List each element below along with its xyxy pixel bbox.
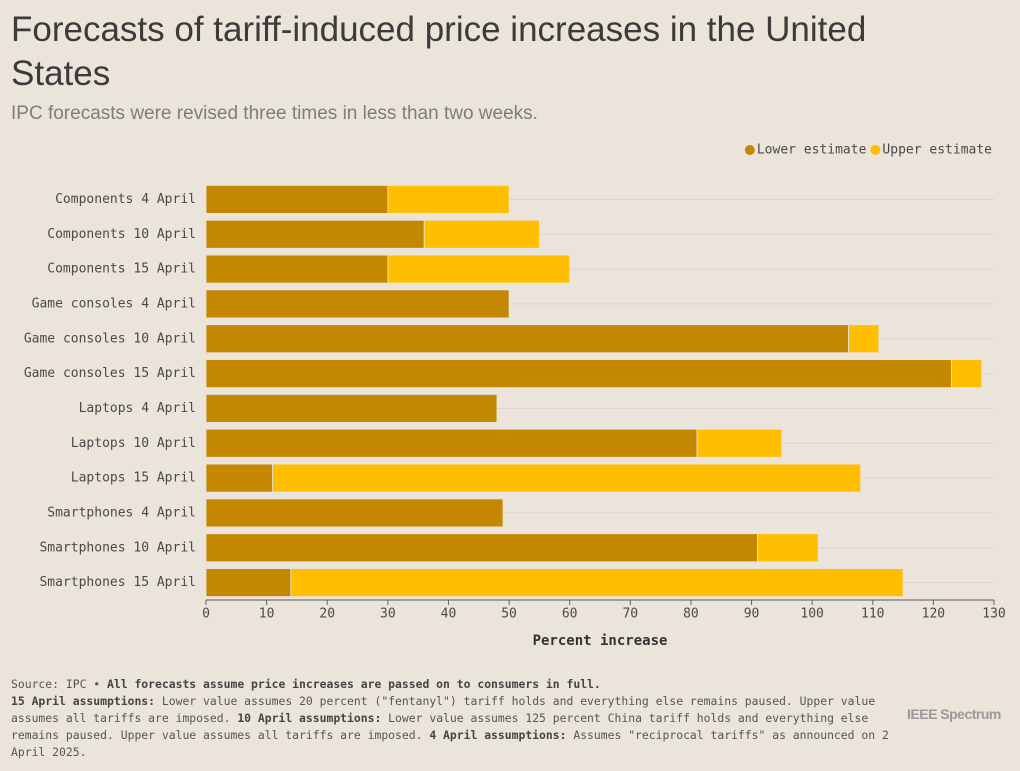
x-tick-label: 40 bbox=[441, 607, 457, 622]
y-tick-label: Laptops 10 April bbox=[71, 436, 196, 451]
note-text: Lower value assumes 20 percent ("fentany… bbox=[11, 694, 876, 725]
x-axis-label: Percent increase bbox=[533, 633, 668, 649]
note-text: Assumes "reciprocal tariffs" as announce… bbox=[11, 728, 889, 759]
x-tick-label: 20 bbox=[319, 607, 335, 622]
y-tick-label: Game consoles 10 April bbox=[24, 331, 196, 346]
note-text: Source: IPC • bbox=[11, 677, 108, 691]
logo: IEEE Spectrum bbox=[907, 706, 1001, 722]
bar-segment bbox=[387, 185, 510, 214]
bar-segment bbox=[290, 568, 904, 597]
y-tick-label: Laptops 4 April bbox=[79, 401, 196, 416]
y-tick-label: Components 15 April bbox=[47, 262, 196, 277]
y-tick-label: Game consoles 4 April bbox=[32, 296, 196, 311]
chart-subtitle: IPC forecasts were revised three times i… bbox=[11, 103, 538, 124]
bar-segment bbox=[848, 324, 880, 354]
legend-swatch bbox=[744, 145, 755, 155]
note-text: 4 April assumptions: bbox=[429, 728, 567, 742]
x-tick-label: 110 bbox=[861, 607, 884, 622]
note-text: All forecasts assume price increases are… bbox=[107, 677, 601, 691]
note-paragraph: Source: IPC • All forecasts assume price… bbox=[11, 676, 901, 693]
bar-segment bbox=[205, 568, 292, 597]
note-paragraph: 15 April assumptions: Lower value assume… bbox=[11, 693, 901, 761]
y-tick-label: Components 4 April bbox=[55, 192, 196, 207]
bar-segment bbox=[205, 324, 849, 354]
x-tick-label: 0 bbox=[202, 607, 210, 622]
bar-segment bbox=[205, 428, 698, 458]
note-text: 15 April assumptions: bbox=[11, 694, 156, 708]
legend-label: Lower estimate bbox=[757, 143, 867, 158]
bar-segment bbox=[205, 185, 389, 214]
x-tick-label: 50 bbox=[501, 607, 517, 622]
bar-segment bbox=[205, 498, 504, 528]
y-tick-label: Game consoles 15 April bbox=[24, 366, 196, 381]
x-tick-label: 10 bbox=[259, 607, 275, 622]
bar-segment bbox=[205, 463, 274, 493]
bar-segment bbox=[757, 533, 819, 563]
bar-segment bbox=[205, 254, 389, 284]
bar-segment bbox=[272, 463, 862, 493]
footnotes: Source: IPC • All forecasts assume price… bbox=[11, 676, 901, 761]
bar-segment bbox=[387, 254, 571, 284]
bar-segment bbox=[423, 219, 540, 249]
x-tick-label: 80 bbox=[683, 607, 699, 622]
bar-segment bbox=[696, 428, 783, 458]
bar-segment bbox=[205, 289, 510, 319]
bar-segment bbox=[205, 533, 758, 563]
bar-segment bbox=[205, 359, 952, 388]
y-tick-label: Smartphones 15 April bbox=[39, 575, 196, 590]
x-tick-label: 30 bbox=[380, 607, 396, 622]
x-tick-label: 70 bbox=[622, 607, 638, 622]
bar-segment bbox=[205, 219, 425, 249]
y-tick-label: Smartphones 4 April bbox=[47, 505, 196, 520]
legend-swatch bbox=[870, 145, 881, 155]
legend-label: Upper estimate bbox=[882, 143, 992, 158]
y-tick-label: Laptops 15 April bbox=[71, 471, 196, 486]
note-text: Lower value assumes 125 percent China ta… bbox=[11, 711, 869, 742]
y-tick-label: Components 10 April bbox=[47, 227, 196, 242]
x-tick-label: 90 bbox=[744, 607, 760, 622]
x-tick-label: 60 bbox=[562, 607, 578, 622]
y-tick-label: Smartphones 10 April bbox=[39, 540, 196, 555]
bar-segment bbox=[205, 394, 498, 423]
chart-title: Forecasts of tariff-induced price increa… bbox=[11, 10, 867, 93]
x-tick-label: 130 bbox=[982, 607, 1005, 622]
note-text: 10 April assumptions: bbox=[237, 711, 382, 725]
bar-segment bbox=[951, 359, 983, 388]
x-tick-label: 100 bbox=[800, 607, 823, 622]
x-tick-label: 120 bbox=[922, 607, 945, 622]
